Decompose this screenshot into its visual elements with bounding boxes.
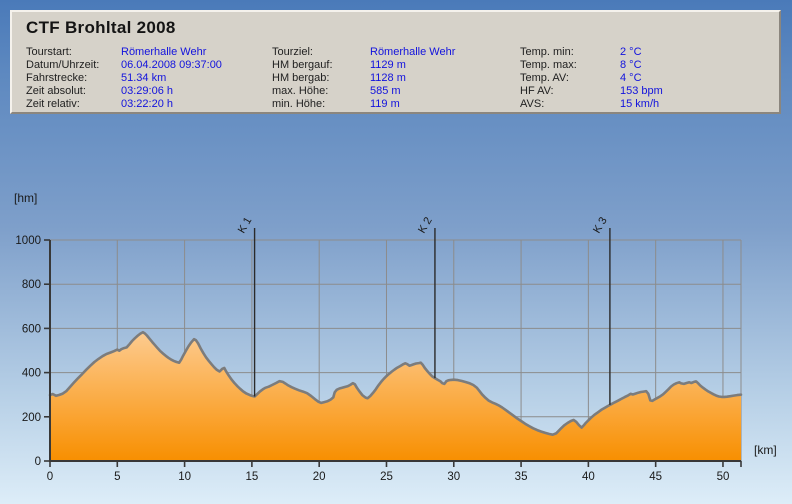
max-hoehe-row: max. Höhe: 585 m xyxy=(272,85,455,98)
y-tick-label: 400 xyxy=(22,368,41,380)
datum-label: Datum/Uhrzeit: xyxy=(26,59,100,71)
fahrstrecke-row: Fahrstrecke: 51.34 km xyxy=(26,72,222,85)
elevation-area xyxy=(50,332,741,461)
summary-column-2: Tourziel: Römerhalle Wehr HM bergauf: 1129… xyxy=(272,46,455,111)
zeit-absolut-label: Zeit absolut: xyxy=(26,85,86,97)
x-tick-label: 50 xyxy=(717,471,730,483)
temp-av-value: 4 °C xyxy=(620,72,642,84)
hm-bergab-row: HM bergab: 1128 m xyxy=(272,72,455,85)
tourstart-value: Römerhalle Wehr xyxy=(121,46,207,58)
temp-max-row: Temp. max: 8 °C xyxy=(520,59,663,72)
hm-bergab-label: HM bergab: xyxy=(272,72,330,84)
tourziel-label: Tourziel: xyxy=(272,46,313,58)
x-tick-label: 40 xyxy=(582,471,595,483)
temp-min-value: 2 °C xyxy=(620,46,642,58)
avs-row: AVS: 15 km/h xyxy=(520,98,663,111)
avs-value: 15 km/h xyxy=(620,98,660,110)
min-hoehe-value: 119 m xyxy=(370,98,400,110)
temp-av-label: Temp. AV: xyxy=(520,72,569,84)
k-marker-label: K 3 xyxy=(591,215,610,235)
y-tick-label: 800 xyxy=(22,279,41,291)
elevation-line xyxy=(48,330,743,436)
x-tick-label: 15 xyxy=(245,471,258,483)
tourziel-row: Tourziel: Römerhalle Wehr xyxy=(272,46,455,59)
x-tick-label: 0 xyxy=(47,471,53,483)
y-tick-label: 0 xyxy=(35,456,41,468)
hm-bergauf-label: HM bergauf: xyxy=(272,59,333,71)
zeit-relativ-row: Zeit relativ: 03:22:20 h xyxy=(26,98,222,111)
tourstart-row: Tourstart: Römerhalle Wehr xyxy=(26,46,222,59)
x-tick-label: 10 xyxy=(178,471,191,483)
summary-column-1: Tourstart: Römerhalle Wehr Datum/Uhrzeit:… xyxy=(26,46,222,111)
fahrstrecke-label: Fahrstrecke: xyxy=(26,72,88,84)
zeit-relativ-value: 03:22:20 h xyxy=(121,98,173,110)
k-marker-label: K 2 xyxy=(416,215,435,235)
min-hoehe-label: min. Höhe: xyxy=(272,98,326,110)
x-axis-unit-label: [km] xyxy=(754,443,777,457)
y-tick-label: 600 xyxy=(22,323,41,335)
y-tick-label: 200 xyxy=(22,412,41,424)
x-tick-label: 45 xyxy=(649,471,662,483)
hf-av-row: HF AV: 153 bpm xyxy=(520,85,663,98)
hm-bergauf-row: HM bergauf: 1129 m xyxy=(272,59,455,72)
temp-av-row: Temp. AV: 4 °C xyxy=(520,72,663,85)
hf-av-value: 153 bpm xyxy=(620,85,663,97)
zeit-absolut-value: 03:29:06 h xyxy=(121,85,173,97)
k-marker-label: K 1 xyxy=(236,215,255,235)
fahrstrecke-value: 51.34 km xyxy=(121,72,167,84)
summary-column-3: Temp. min: 2 °C Temp. max: 8 °C Temp. AV: 4… xyxy=(520,46,663,111)
y-axis-unit-label: [hm] xyxy=(14,191,37,205)
datum-row: Datum/Uhrzeit: 06.04.2008 09:37:00 xyxy=(26,59,222,72)
temp-max-value: 8 °C xyxy=(620,59,642,71)
max-hoehe-label: max. Höhe: xyxy=(272,85,329,97)
x-tick-label: 30 xyxy=(447,471,460,483)
zeit-relativ-label: Zeit relativ: xyxy=(26,98,80,110)
temp-max-label: Temp. max: xyxy=(520,59,577,71)
avs-label: AVS: xyxy=(520,98,545,110)
tour-title: CTF Brohltal 2008 xyxy=(26,18,176,37)
hf-av-label: HF AV: xyxy=(520,85,554,97)
tourziel-value: Römerhalle Wehr xyxy=(370,46,456,58)
y-tick-label: 1000 xyxy=(15,235,41,247)
x-tick-label: 5 xyxy=(114,471,120,483)
zeit-absolut-row: Zeit absolut: 03:29:06 h xyxy=(26,85,222,98)
tour-summary-panel: CTF Brohltal 2008 Tourstart: Römerhalle W… xyxy=(10,10,781,114)
x-tick-label: 35 xyxy=(515,471,528,483)
hm-bergauf-value: 1129 m xyxy=(370,59,406,71)
min-hoehe-row: min. Höhe: 119 m xyxy=(272,98,455,111)
temp-min-label: Temp. min: xyxy=(520,46,574,58)
x-tick-label: 25 xyxy=(380,471,393,483)
hm-bergab-value: 1128 m xyxy=(370,72,406,84)
tourstart-label: Tourstart: xyxy=(26,46,72,58)
max-hoehe-value: 585 m xyxy=(370,85,401,97)
datum-value: 06.04.2008 09:37:00 xyxy=(121,59,222,71)
x-tick-label: 20 xyxy=(313,471,326,483)
temp-min-row: Temp. min: 2 °C xyxy=(520,46,663,59)
